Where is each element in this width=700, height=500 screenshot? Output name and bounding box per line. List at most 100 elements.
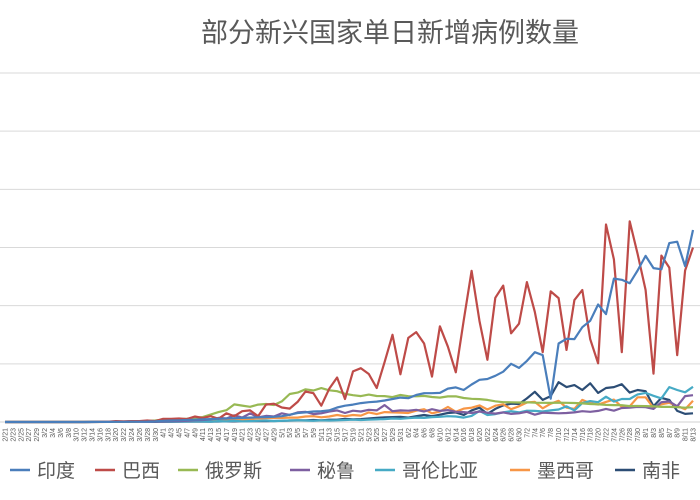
x-tick-label: 4/3 [169,428,176,438]
x-tick-label: 6/20 [477,428,484,442]
x-tick-label: 8/5 [659,428,666,438]
x-tick-label: 5/17 [343,428,350,442]
x-tick-label: 3/4 [50,428,57,438]
x-tick-label: 4/13 [208,428,215,442]
x-tick-label: 5/23 [366,428,373,442]
x-tick-label: 5/13 [327,428,334,442]
x-tick-label: 6/8 [430,428,437,438]
legend-label: 哥伦比亚 [402,460,478,482]
x-tick-label: 2/29 [34,428,41,442]
legend-label: 秘鲁 [317,460,355,482]
legend-item: 墨西哥 [510,460,594,482]
x-tick-label: 6/2 [406,428,413,438]
x-tick-label: 7/2 [524,428,531,438]
x-tick-label: 8/7 [667,428,674,438]
x-tick-label: 5/5 [295,428,302,438]
x-tick-label: 6/4 [414,428,421,438]
x-tick-label: 5/3 [287,428,294,438]
x-tick-label: 7/20 [596,428,603,442]
legend-label: 印度 [37,460,75,482]
x-tick-label: 6/24 [493,428,500,442]
x-tick-label: 3/2 [42,428,49,438]
x-tick-label: 4/19 [232,428,239,442]
x-tick-label: 6/26 [501,428,508,442]
x-tick-label: 5/11 [319,428,326,441]
legend-item: 南非 [615,460,680,482]
x-tick-label: 8/11 [683,428,690,441]
x-tick-label: 6/30 [517,428,524,442]
legend-item: 印度 [10,460,75,482]
x-tick-label: 7/8 [548,428,555,438]
x-tick-label: 2/25 [18,428,25,442]
legend-label: 墨西哥 [537,460,594,482]
x-tick-label: 6/6 [422,428,429,438]
legend-label: 俄罗斯 [205,460,262,482]
x-tick-label: 3/24 [129,428,136,442]
x-tick-label: 4/9 [192,428,199,438]
x-tick-label: 4/1 [161,428,168,438]
x-tick-label: 8/1 [643,428,650,438]
x-tick-label: 7/16 [580,428,587,442]
x-tick-label: 5/27 [382,428,389,442]
legend-label: 巴西 [122,460,160,482]
x-tick-label: 7/18 [588,428,595,442]
x-tick-label: 6/10 [437,428,444,442]
x-tick-label: 7/22 [604,428,611,442]
x-tick-label: 5/19 [350,428,357,442]
x-tick-label: 4/29 [271,428,278,442]
x-tick-label: 3/16 [97,428,104,442]
x-tick-label: 4/5 [176,428,183,438]
x-tick-label: 2/23 [10,428,17,442]
x-tick-label: 2/21 [3,428,10,442]
x-tick-label: 6/14 [453,428,460,442]
x-tick-label: 5/29 [390,428,397,442]
x-tick-label: 5/15 [335,428,342,442]
legend-label: 南非 [642,460,680,482]
x-tick-label: 4/25 [256,428,263,442]
legend-item: 哥伦比亚 [375,460,478,482]
x-tick-label: 3/12 [82,428,89,442]
x-tick-label: 5/21 [358,428,365,442]
x-tick-label: 7/26 [619,428,626,442]
x-tick-label: 7/4 [532,428,539,438]
x-tick-label: 7/12 [564,428,571,442]
x-tick-label: 5/31 [398,428,405,442]
x-tick-label: 4/15 [216,428,223,442]
legend-item: 秘鲁 [290,460,355,482]
x-tick-label: 6/28 [509,428,516,442]
x-tick-label: 3/10 [74,428,81,442]
x-tick-label: 6/16 [461,428,468,442]
x-tick-label: 7/30 [635,428,642,442]
x-tick-label: 3/14 [89,428,96,442]
x-tick-label: 3/22 [121,428,128,442]
x-tick-label: 7/24 [611,428,618,442]
x-tick-label: 4/17 [224,428,231,442]
x-tick-label: 8/13 [691,428,698,442]
x-tick-label: 6/22 [485,428,492,442]
x-tick-label: 6/12 [445,428,452,442]
x-tick-label: 5/25 [374,428,381,442]
x-tick-label: 8/3 [651,428,658,438]
x-tick-label: 4/11 [200,428,207,441]
x-tick-label: 4/21 [240,428,247,442]
x-axis-tick-labels: 2/21 2/23 2/25 2/27 2/29 3/2 3/4 3/6 3/8 3/10 3/12… [3,428,698,442]
x-tick-label: 6/18 [469,428,476,442]
series-line-印度 [5,229,695,424]
x-tick-label: 3/26 [137,428,144,442]
x-tick-label: 7/10 [556,428,563,442]
x-tick-label: 8/9 [675,428,682,438]
x-tick-label: 3/18 [105,428,112,442]
x-tick-label: 2/27 [26,428,33,442]
x-tick-label: 3/20 [113,428,120,442]
series-lines [5,220,695,424]
x-tick-label: 3/28 [145,428,152,442]
x-tick-label: 5/9 [311,428,318,438]
x-tick-label: 7/14 [572,428,579,442]
x-tick-label: 7/28 [627,428,634,442]
gridlines [0,72,700,423]
legend: 印度 巴西 俄罗斯 秘鲁 哥伦比亚 墨西哥 南非 [10,460,680,482]
x-tick-label: 4/23 [248,428,255,442]
legend-item: 巴西 [95,460,160,482]
x-tick-label: 5/1 [279,428,286,438]
